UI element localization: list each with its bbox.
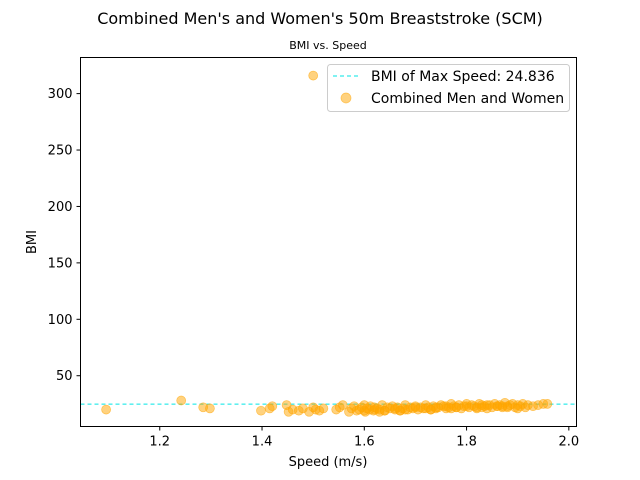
data-point (176, 395, 187, 406)
data-point (337, 400, 348, 410)
x-tick-label: 1.8 (456, 435, 477, 450)
data-point (477, 402, 487, 413)
y-axis-ticks: 50 100 150 200 250 300 (48, 87, 81, 384)
data-point (425, 404, 436, 415)
data-point (542, 399, 553, 409)
data-point (359, 405, 370, 416)
y-tick-label: 150 (48, 256, 73, 271)
legend: BMI of Max Speed: 24.836 Combined Men an… (327, 64, 570, 112)
plot-frame (80, 57, 577, 427)
x-tick-label: 1.4 (252, 435, 273, 450)
y-tick-label: 300 (48, 87, 73, 102)
data-point (267, 401, 278, 412)
data-point (497, 401, 508, 412)
y-axis-label: BMI (25, 230, 40, 254)
chart-subtitle: BMI vs. Speed (289, 39, 367, 52)
legend-box (327, 64, 570, 112)
data-point (512, 403, 523, 414)
y-tick-label: 200 (48, 200, 73, 215)
data-point (256, 405, 266, 416)
x-tick-label: 2.0 (558, 435, 579, 450)
data-point (446, 403, 457, 414)
legend-scatter-marker (340, 92, 352, 104)
x-tick-label: 1.6 (354, 435, 375, 450)
data-point (374, 406, 385, 417)
data-point (318, 403, 329, 414)
legend-scatter-label: Combined Men and Women (371, 91, 564, 107)
x-tick-label: 1.2 (149, 435, 170, 450)
chart-title: Combined Men's and Women's 50m Breaststr… (97, 9, 543, 28)
data-point (461, 401, 472, 412)
data-point (205, 403, 215, 414)
legend-reference-line-label: BMI of Max Speed: 24.836 (371, 69, 555, 85)
x-axis-label: Speed (m/s) (289, 455, 368, 470)
x-axis-ticks: 1.2 1.4 1.6 1.8 2.0 (149, 426, 579, 450)
data-point (410, 402, 421, 413)
data-point (395, 405, 405, 416)
plot-area (80, 70, 577, 417)
y-tick-label: 50 (56, 369, 73, 384)
data-point (101, 404, 111, 415)
y-tick-label: 250 (48, 144, 73, 159)
data-point (308, 70, 319, 81)
y-tick-label: 100 (48, 313, 73, 328)
